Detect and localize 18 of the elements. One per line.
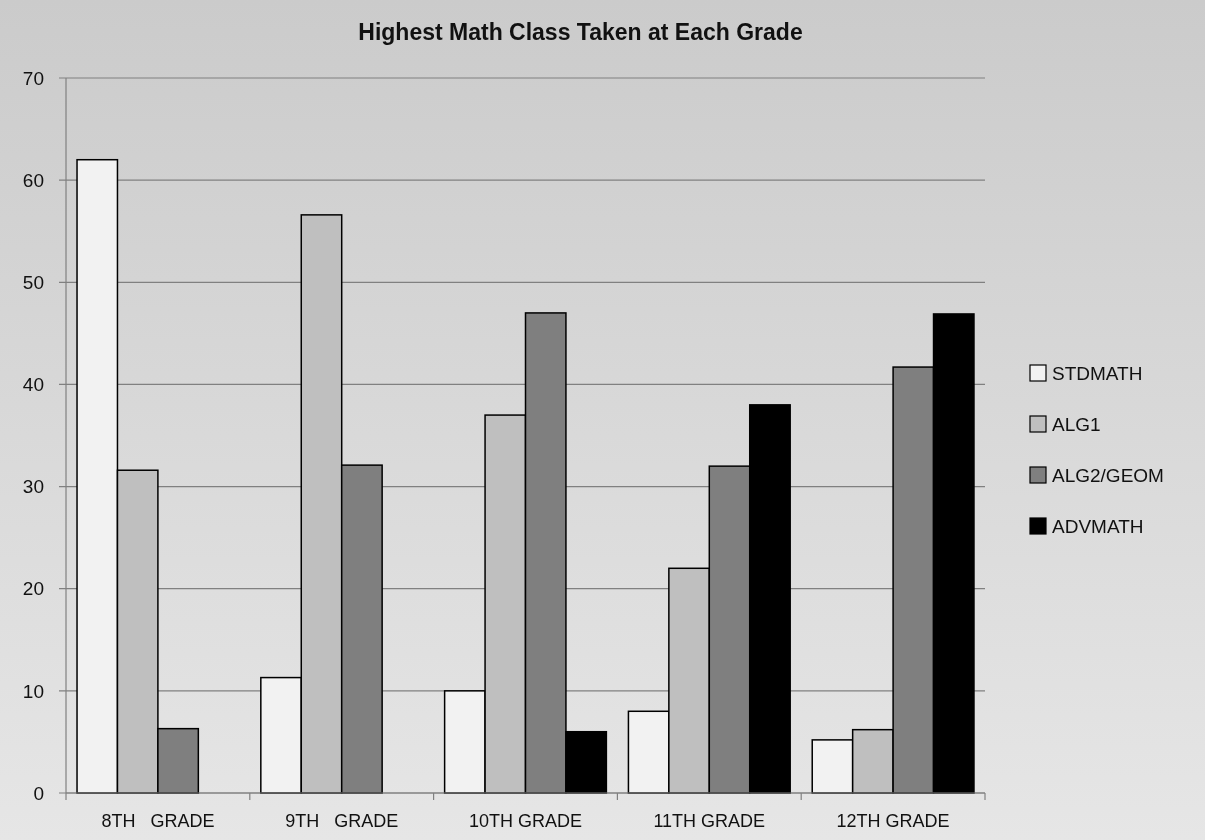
y-tick-label: 50 <box>22 271 44 293</box>
y-tick-label: 30 <box>22 476 44 498</box>
legend-label: ALG1 <box>1052 413 1101 435</box>
chart-title: Highest Math Class Taken at Each Grade <box>358 19 803 45</box>
y-tick-label: 60 <box>22 169 44 191</box>
x-tick-label: 11TH GRADE <box>653 811 766 831</box>
legend-label: ADVMATH <box>1052 515 1144 537</box>
y-tick-label: 20 <box>22 578 44 600</box>
legend-label: ALG2/GEOM <box>1052 464 1164 486</box>
y-tick-label: 70 <box>22 67 44 89</box>
x-tick-label: 10TH GRADE <box>468 811 583 831</box>
x-tick-label: 9TH GRADE <box>285 811 399 831</box>
legend-label: STDMATH <box>1052 362 1143 384</box>
x-tick-label: 8TH GRADE <box>101 811 215 831</box>
y-tick-label: 40 <box>22 374 44 396</box>
y-tick-label: 10 <box>22 680 44 702</box>
x-tick-label: 12TH GRADE <box>836 811 950 831</box>
y-tick-label: 0 <box>33 782 44 804</box>
